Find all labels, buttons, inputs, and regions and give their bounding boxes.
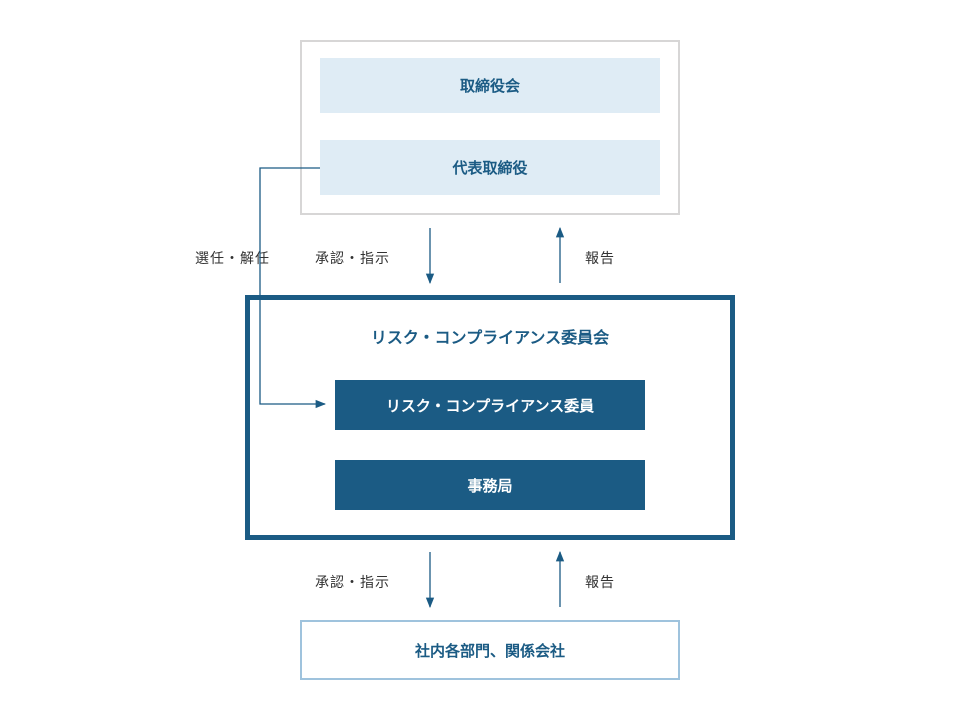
committee-member-box: リスク・コンプライアンス委員	[335, 380, 645, 430]
rep-director-label: 代表取締役	[452, 157, 527, 178]
secretariat-label: 事務局	[467, 475, 512, 496]
edge-label-appoint: 選任・解任	[195, 248, 270, 268]
committee-member-label: リスク・コンプライアンス委員	[386, 395, 594, 416]
departments-box: 社内各部門、関係会社	[300, 620, 680, 680]
edge-label-approve2: 承認・指示	[315, 572, 390, 592]
representative-director-box: 代表取締役	[320, 140, 660, 195]
edge-label-report2: 報告	[585, 572, 615, 592]
committee-title: リスク・コンプライアンス委員会	[371, 324, 609, 348]
board-label: 取締役会	[460, 75, 520, 96]
secretariat-box: 事務局	[335, 460, 645, 510]
edge-label-report1: 報告	[585, 248, 615, 268]
departments-label: 社内各部門、関係会社	[415, 640, 565, 661]
edge-label-approve1: 承認・指示	[315, 248, 390, 268]
diagram-stage: 取締役会 代表取締役 リスク・コンプライアンス委員会 リスク・コンプライアンス委…	[0, 0, 980, 720]
board-of-directors-box: 取締役会	[320, 58, 660, 113]
